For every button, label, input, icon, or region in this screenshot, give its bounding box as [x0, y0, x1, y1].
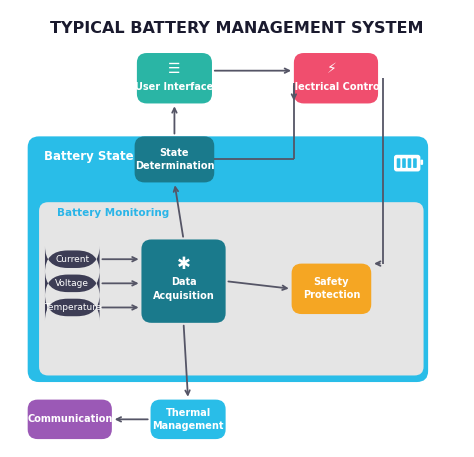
FancyBboxPatch shape	[27, 399, 112, 439]
Text: Temperature: Temperature	[44, 303, 101, 312]
FancyBboxPatch shape	[137, 53, 212, 103]
FancyBboxPatch shape	[151, 399, 226, 439]
FancyBboxPatch shape	[141, 239, 226, 323]
Text: Current: Current	[55, 255, 89, 264]
Text: TYPICAL BATTERY MANAGEMENT SYSTEM: TYPICAL BATTERY MANAGEMENT SYSTEM	[50, 21, 424, 37]
FancyBboxPatch shape	[397, 158, 401, 168]
FancyBboxPatch shape	[402, 158, 406, 168]
Text: Data
Acquisition: Data Acquisition	[153, 277, 214, 301]
FancyBboxPatch shape	[27, 136, 428, 382]
Text: Battery Monitoring: Battery Monitoring	[57, 208, 170, 218]
Text: ⚡: ⚡	[327, 63, 336, 76]
FancyBboxPatch shape	[45, 294, 100, 321]
FancyBboxPatch shape	[135, 136, 214, 182]
Text: Thermal
Management: Thermal Management	[152, 408, 224, 431]
Text: User Interface: User Interface	[135, 82, 214, 92]
FancyBboxPatch shape	[45, 270, 100, 297]
FancyBboxPatch shape	[420, 159, 423, 165]
Text: State
Determination: State Determination	[135, 148, 214, 171]
FancyBboxPatch shape	[39, 202, 424, 376]
Text: ☰: ☰	[168, 62, 181, 75]
FancyBboxPatch shape	[292, 264, 371, 314]
Text: Electrical Control: Electrical Control	[288, 82, 383, 92]
FancyBboxPatch shape	[408, 158, 411, 168]
FancyBboxPatch shape	[394, 155, 420, 171]
Text: Battery State: Battery State	[44, 149, 133, 163]
Text: ✱: ✱	[177, 255, 191, 273]
Text: Safety
Protection: Safety Protection	[303, 277, 360, 300]
FancyBboxPatch shape	[413, 158, 417, 168]
FancyBboxPatch shape	[45, 246, 100, 272]
Text: Voltage: Voltage	[55, 279, 89, 288]
Text: Communication: Communication	[27, 414, 112, 425]
FancyBboxPatch shape	[294, 53, 378, 103]
